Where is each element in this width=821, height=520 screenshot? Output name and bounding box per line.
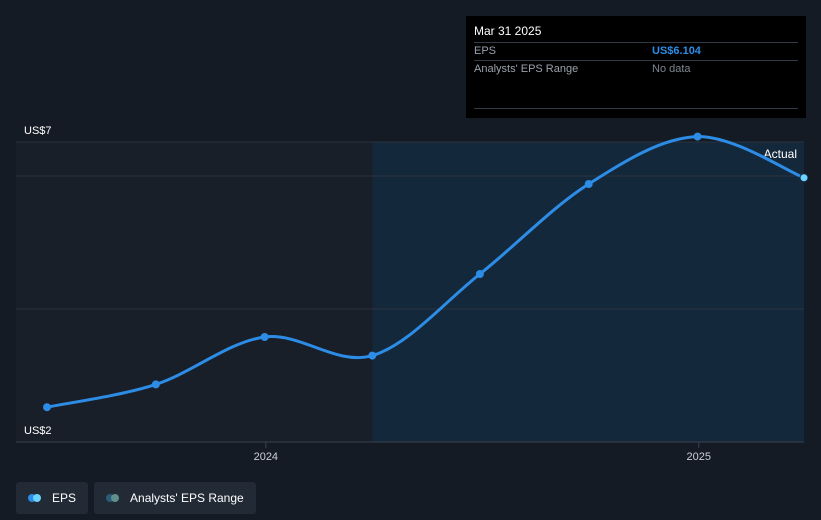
y-axis-ticks: US$7 US$2 [24,125,52,437]
eps-point[interactable] [151,380,160,389]
eps-point[interactable] [475,270,484,278]
legend-label-eps-range: Analysts' EPS Range [130,491,244,505]
x-axis-ticks: 2024 2025 [254,442,711,463]
chart-legend: EPS Analysts' EPS Range [16,482,256,514]
eps-points [43,132,809,412]
x-tick-label: 2024 [254,451,278,463]
actual-region-label: Actual [764,147,797,161]
legend-dot-secondary [33,494,41,502]
past-period-band [16,142,373,442]
tooltip-divider [474,108,798,109]
legend-dot-primary [106,494,115,502]
eps-point[interactable] [260,333,269,341]
legend-item-eps-range[interactable]: Analysts' EPS Range [94,482,256,514]
eps-point-highlighted[interactable] [799,173,809,183]
y-tick-label: US$7 [24,125,52,137]
eps-point[interactable] [368,351,377,360]
eps-range-legend-icon [106,494,122,502]
eps-point[interactable] [43,403,51,412]
tooltip-range-label: Analysts' EPS Range [474,63,579,75]
legend-label-eps: EPS [52,491,77,505]
x-tick-label: 2025 [686,451,710,463]
y-tick-label: US$2 [24,425,52,437]
tooltip-row-range: Analysts' EPS Range No data [474,60,798,78]
legend-item-eps[interactable]: EPS [16,482,89,514]
recent-period-band [372,142,804,442]
tooltip-panel: Mar 31 2025 EPS US$6.104 Analysts' EPS R… [466,16,806,118]
eps-point[interactable] [693,132,702,141]
tooltip-eps-label: EPS [474,45,497,57]
eps-point[interactable] [584,180,593,188]
eps-legend-icon [28,494,44,502]
legend-dot-primary [28,494,36,502]
tooltip-date: Mar 31 2025 [474,24,542,38]
tooltip-range-value: No data [652,63,691,75]
eps-series-line [45,135,806,409]
legend-dot-secondary [111,494,120,502]
tooltip-eps-value: US$6.104 [652,45,701,57]
tooltip-row-eps: EPS US$6.104 [474,42,798,60]
